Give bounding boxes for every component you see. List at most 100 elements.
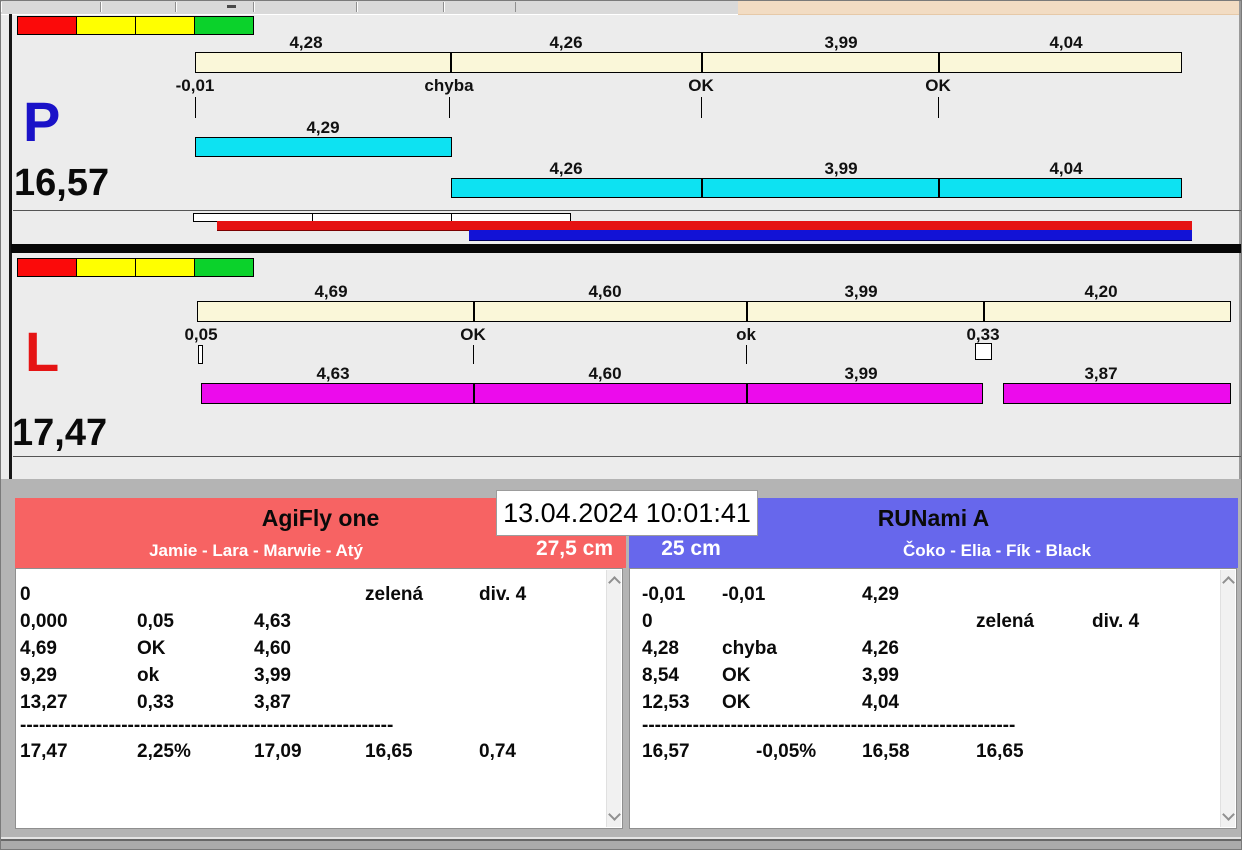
run-bar-divider <box>701 178 703 198</box>
ref-bar-divider <box>746 301 748 322</box>
progress-bar-blue <box>469 230 1192 241</box>
summary-cell: 17,09 <box>254 741 302 762</box>
table-cell: 12,53 <box>642 692 690 713</box>
progress-bar-white-divider <box>451 213 452 222</box>
table-row: 0 zelená div. 4 <box>16 581 607 608</box>
team-left-height: 27,5 cm <box>535 537 613 560</box>
section-separator <box>11 244 1241 253</box>
table-cell: 4,63 <box>254 611 291 632</box>
bottom-taskbar-strip <box>1 841 1241 849</box>
ref-bar-divider <box>450 52 452 73</box>
mark-label: OK <box>925 76 951 95</box>
table-cell: 4,28 <box>642 638 679 659</box>
scrollbar[interactable] <box>606 570 621 827</box>
table-row: -0,01 -0,01 4,29 <box>630 581 1221 608</box>
summary-cell: 2,25% <box>137 741 191 762</box>
mark-label: ok <box>736 325 756 344</box>
bottom-strip-light <box>1 837 1241 839</box>
team-left-dogs: Jamie - Lara - Marwie - Atý <box>149 541 363 560</box>
legend-swatch-yellow2 <box>135 258 195 277</box>
ref-segment-label: 4,26 <box>549 33 583 52</box>
ref-bar-divider <box>938 52 940 73</box>
scroll-down-icon[interactable] <box>608 808 621 821</box>
scroll-up-icon[interactable] <box>1222 576 1235 589</box>
legend-swatch-yellow <box>76 16 136 35</box>
table-cell: 0,33 <box>137 692 174 713</box>
team-left-title: AgiFly one <box>261 505 380 531</box>
window-control-dash[interactable] <box>227 5 236 8</box>
run-bar-l-2 <box>1003 383 1231 404</box>
top-strip-segment <box>357 2 444 12</box>
table-cell: 0,05 <box>137 611 174 632</box>
divider-row: ----------------------------------------… <box>642 716 1016 736</box>
progress-bar-white-divider <box>312 213 313 222</box>
divider-row: ----------------------------------------… <box>20 716 394 736</box>
window-top-strip <box>1 1 738 15</box>
reference-bar-p <box>195 52 1182 73</box>
table-cell: OK <box>722 692 751 713</box>
table-cell: 4,60 <box>254 638 291 659</box>
table-cell: 4,04 <box>862 692 899 713</box>
top-strip-segment <box>1 2 101 12</box>
table-cell: 4,29 <box>862 584 899 605</box>
ref-bar-divider <box>473 301 475 322</box>
bottom-strip-dark-line <box>1 839 1241 841</box>
table-row: 4,28 chyba 4,26 <box>630 635 1221 662</box>
table-cell: 3,87 <box>254 692 291 713</box>
scroll-up-icon[interactable] <box>608 576 621 589</box>
table-cell: -0,01 <box>642 584 686 605</box>
mark-tick <box>449 97 450 118</box>
table-cell: div. 4 <box>479 584 527 605</box>
table-cell: 13,27 <box>20 692 68 713</box>
table-cell: -0,01 <box>722 584 766 605</box>
checkbox-mark[interactable] <box>975 343 992 360</box>
run-bar-p-2 <box>451 178 1182 198</box>
run-segment-label: 3,87 <box>1084 364 1118 383</box>
gauge-total-l: 17,47 <box>12 412 108 454</box>
results-left-table: 0 zelená div. 4 0,000 0,05 4,63 4,69 OK <box>16 581 607 765</box>
ref-segment-label: 4,28 <box>289 33 323 52</box>
summary-cell: 16,58 <box>862 741 910 762</box>
mark-tick <box>746 345 747 364</box>
run-segment-label: 4,63 <box>316 364 350 383</box>
window-left-border <box>9 14 12 498</box>
mark-label: 0,05 <box>184 325 218 344</box>
mark-tick <box>195 97 196 118</box>
table-cell: 3,99 <box>254 665 291 686</box>
run-segment-label: 4,26 <box>549 159 583 178</box>
legend-swatch-green <box>194 258 254 277</box>
gauge-p: 4,28 4,26 3,99 4,04 -0,01 chyba OK OK 4,… <box>1 1 1241 257</box>
ref-segment-label: 3,99 <box>824 33 858 52</box>
datetime-box: 13.04.2024 10:01:41 <box>496 490 758 536</box>
scrollbar[interactable] <box>1220 570 1235 827</box>
legend-p <box>17 16 257 35</box>
summary-cell: 0,74 <box>479 741 516 762</box>
legend-l <box>17 258 257 277</box>
gauge-total-p: 16,57 <box>14 162 110 204</box>
gauge-letter-l: L <box>25 320 60 383</box>
run-bar-l-1 <box>201 383 983 404</box>
scroll-down-icon[interactable] <box>1222 808 1235 821</box>
run-segment-label: 4,04 <box>1049 159 1083 178</box>
sub-panel-line <box>13 210 1241 211</box>
table-row: 9,29 ok 3,99 <box>16 662 607 689</box>
mark-label: chyba <box>424 76 474 95</box>
table-cell: 0 <box>20 584 31 605</box>
summary-row: 16,57 -0,05% 16,58 16,65 <box>630 738 1221 765</box>
ref-segment-label: 3,99 <box>844 282 878 301</box>
table-cell: 4,69 <box>20 638 57 659</box>
table-cell: OK <box>137 638 166 659</box>
table-cell: 4,26 <box>862 638 899 659</box>
table-row: 13,27 0,33 3,87 <box>16 689 607 716</box>
mark-slim-box <box>198 345 203 364</box>
table-row: 12,53 OK 4,04 <box>630 689 1221 716</box>
ref-segment-label: 4,69 <box>314 282 348 301</box>
mark-label: OK <box>460 325 486 344</box>
window-right-border <box>1239 1 1241 849</box>
run-segment-label: 4,29 <box>306 118 340 137</box>
run-bar-divider <box>746 383 748 404</box>
table-cell: chyba <box>722 638 777 659</box>
ref-bar-divider <box>983 301 985 322</box>
legend-swatch-red <box>17 16 77 35</box>
